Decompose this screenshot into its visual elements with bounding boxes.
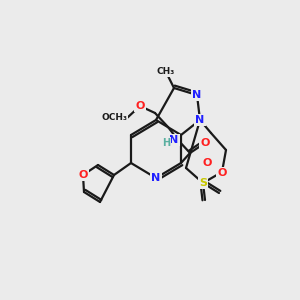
Text: N: N bbox=[152, 173, 160, 183]
Text: O: O bbox=[78, 170, 88, 180]
Text: CH₃: CH₃ bbox=[157, 68, 175, 76]
Text: O: O bbox=[200, 138, 210, 148]
Text: O: O bbox=[217, 168, 227, 178]
Text: OCH₃: OCH₃ bbox=[101, 113, 127, 122]
Text: N: N bbox=[192, 90, 202, 100]
Text: O: O bbox=[135, 101, 145, 111]
Text: H: H bbox=[162, 138, 170, 148]
Text: O: O bbox=[202, 158, 212, 168]
Text: S: S bbox=[199, 178, 207, 188]
Text: N: N bbox=[195, 115, 205, 125]
Text: N: N bbox=[169, 135, 178, 145]
